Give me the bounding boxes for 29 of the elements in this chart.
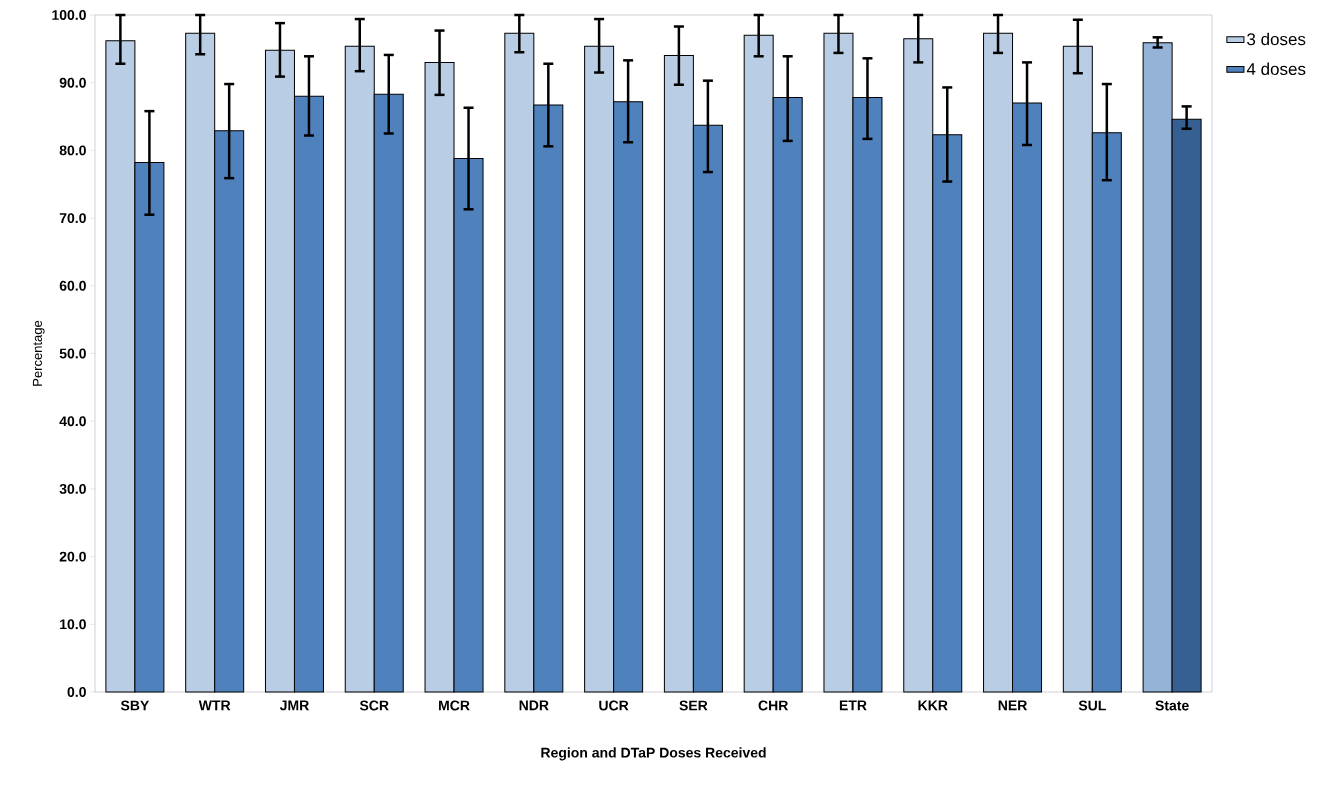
y-tick-label: 100.0 <box>52 10 86 20</box>
legend-label: 3 doses <box>1247 32 1306 46</box>
x-tick-label: State <box>1155 700 1189 711</box>
y-tick-label: 70.0 <box>59 213 86 224</box>
x-tick-label: JMR <box>279 700 309 711</box>
y-tick-label: 90.0 <box>59 77 86 88</box>
x-tick-label: KKR <box>918 700 948 711</box>
y-tick-label: 80.0 <box>59 145 86 156</box>
x-tick-label: MCR <box>439 700 470 711</box>
x-tick-label: SBY <box>120 700 150 711</box>
x-tick-label: NER <box>998 700 1028 711</box>
y-tick-label: 20.0 <box>59 551 86 562</box>
y-tick-label: 0.0 <box>67 687 86 697</box>
x-tick-label: CHR <box>758 700 789 711</box>
x-tick-label: ETR <box>839 700 867 711</box>
y-axis-title: Percentage <box>32 320 45 386</box>
y-tick-label: 40.0 <box>59 416 86 427</box>
x-tick-label: SCR <box>359 700 389 711</box>
x-axis-title: Region and DTaP Doses Received <box>541 747 766 761</box>
y-tick-label: 60.0 <box>59 280 86 291</box>
y-tick-label: 50.0 <box>59 348 86 359</box>
x-tick-label: SUL <box>1078 700 1106 711</box>
x-tick-label: NDR <box>519 700 549 711</box>
y-tick-label: 30.0 <box>59 483 86 494</box>
y-tick-label: 10.0 <box>60 619 86 630</box>
x-tick-label: UCR <box>599 700 629 711</box>
legend-label: 4 doses <box>1246 62 1306 76</box>
x-tick-label: SER <box>679 700 708 711</box>
x-tick-label: WTR <box>198 700 231 711</box>
